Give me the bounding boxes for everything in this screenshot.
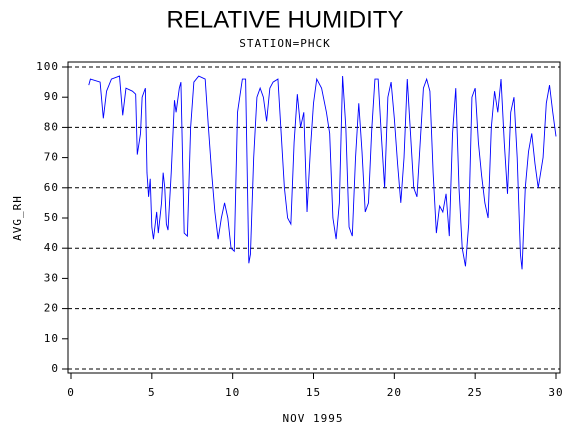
y-tick-label: 0 bbox=[51, 362, 59, 375]
x-tick-label: 5 bbox=[148, 386, 156, 399]
y-tick-label: 60 bbox=[44, 181, 59, 194]
y-tick-label: 80 bbox=[44, 120, 59, 133]
x-tick-label: 10 bbox=[225, 386, 240, 399]
y-tick-label: 40 bbox=[44, 241, 59, 254]
y-tick-label: 90 bbox=[44, 90, 59, 103]
x-tick-label: 15 bbox=[306, 386, 321, 399]
x-tick-label: 0 bbox=[67, 386, 75, 399]
y-tick-label: 70 bbox=[44, 151, 59, 164]
x-axis-label: NOV 1995 bbox=[283, 412, 344, 425]
y-tick-label: 50 bbox=[44, 211, 59, 224]
x-tick-label: 25 bbox=[468, 386, 483, 399]
x-tick-label: 30 bbox=[548, 386, 563, 399]
data-line bbox=[88, 75, 557, 270]
y-tick-label: 10 bbox=[44, 332, 59, 345]
y-tick-label: 20 bbox=[44, 302, 59, 315]
x-tick-label: 20 bbox=[387, 386, 402, 399]
y-tick-label: 100 bbox=[36, 60, 59, 73]
chart-title: RELATIVE HUMIDITY bbox=[167, 6, 404, 33]
y-axis-label: AVG_RH bbox=[11, 195, 24, 241]
chart-subtitle: STATION=PHCK bbox=[239, 37, 330, 50]
y-tick-label: 30 bbox=[44, 271, 59, 284]
